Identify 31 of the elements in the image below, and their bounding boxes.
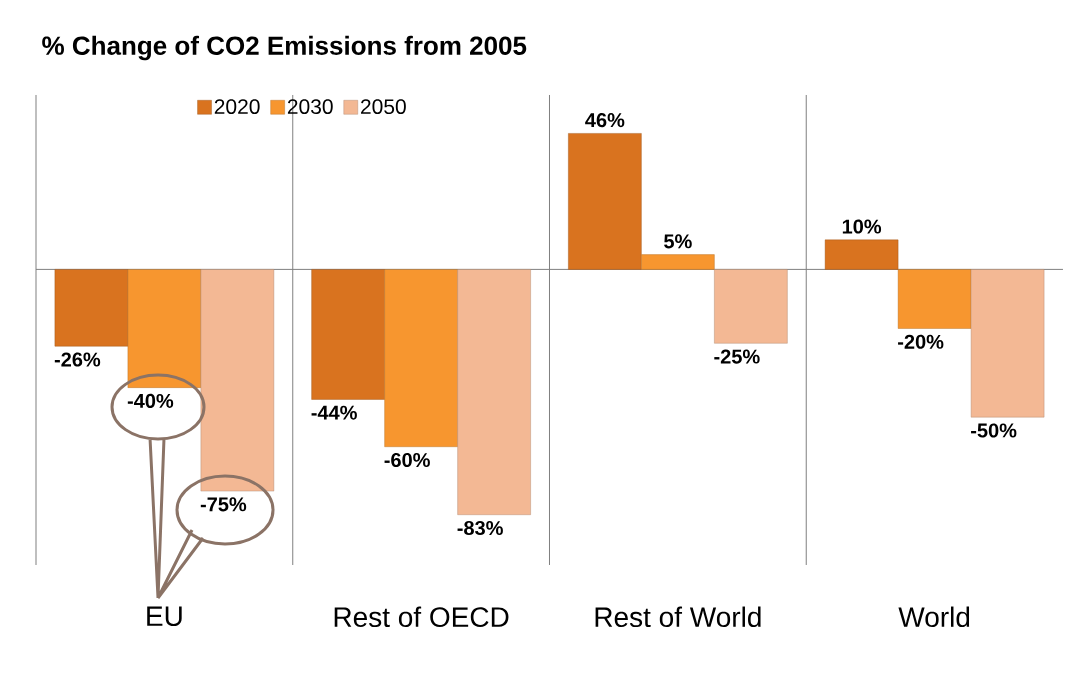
data-label: -20% xyxy=(898,334,944,349)
data-label: -50% xyxy=(971,423,1017,438)
x-tick-label: EU xyxy=(147,606,182,627)
bar xyxy=(457,269,531,515)
data-label: -25% xyxy=(714,349,760,364)
bar xyxy=(54,269,129,347)
legend-label: 2050 xyxy=(361,99,406,115)
bar xyxy=(897,269,972,329)
data-label: 46% xyxy=(585,113,625,128)
x-tick-label: World xyxy=(898,606,970,628)
data-label: -40% xyxy=(127,393,174,408)
bar xyxy=(641,254,715,270)
bar xyxy=(127,269,202,388)
x-tick-label: Rest of OECD xyxy=(334,606,509,628)
data-label: -26% xyxy=(54,352,101,367)
bar xyxy=(568,133,642,270)
data-label: -60% xyxy=(384,452,430,468)
data-label: 5% xyxy=(664,234,692,249)
data-label: 10% xyxy=(842,219,882,234)
bar xyxy=(970,269,1045,418)
data-label: -83% xyxy=(457,520,503,536)
bar xyxy=(311,269,385,400)
legend-label: 2020 xyxy=(214,99,260,115)
bar xyxy=(824,239,899,270)
bar xyxy=(714,269,788,344)
bar xyxy=(200,269,275,492)
data-label: -44% xyxy=(311,405,357,420)
x-tick-label: Rest of World xyxy=(595,606,761,628)
chart-title: % Change of CO2 Emissions from 2005 xyxy=(42,35,527,61)
legend-label: 2030 xyxy=(287,99,333,115)
bar xyxy=(384,269,458,447)
